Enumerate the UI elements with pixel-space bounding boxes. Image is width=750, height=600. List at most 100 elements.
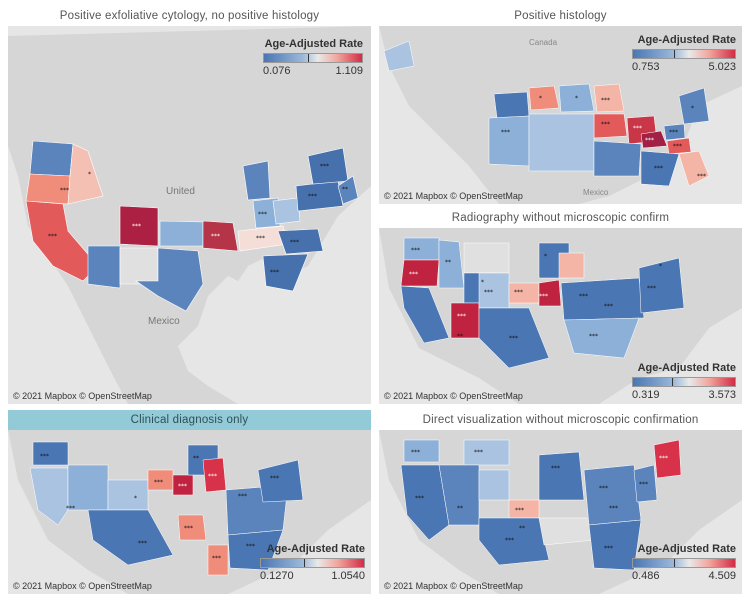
state-washington[interactable] [493,91,530,119]
state-northeast[interactable] [638,257,685,314]
state-kansas[interactable] [508,499,540,519]
state-virginia[interactable] [277,228,324,255]
attribution[interactable]: © 2021 Mapbox © OpenStreetMap [384,391,523,401]
state-mississippi[interactable] [207,544,229,576]
svg-text:***: *** [320,163,329,170]
state-colorado[interactable] [119,205,159,247]
state-north-dakota[interactable] [558,83,595,113]
state-southeast[interactable] [588,519,642,571]
svg-text:***: *** [138,540,147,547]
svg-text:***: *** [66,505,75,512]
legend: Age-Adjusted Rate 0.1270 1.0540 [260,543,365,582]
svg-text:***: *** [409,271,418,278]
state-northeast[interactable] [678,87,710,125]
state-texas[interactable] [478,517,550,566]
state-arizona[interactable] [450,302,480,339]
state-indiana[interactable] [252,197,281,229]
state-colorado[interactable] [478,469,510,501]
attribution[interactable]: © 2021 Mapbox © OpenStreetMap [384,581,523,591]
svg-text:***: *** [514,289,523,296]
panel-title: Positive exfoliative cytology, no positi… [59,10,320,22]
state-texas[interactable] [87,509,174,566]
state-kansas[interactable] [159,220,204,247]
state-new-england[interactable] [337,175,359,205]
label-canada: Canada [529,38,558,47]
state-northeast[interactable] [257,459,304,503]
svg-text:***: *** [659,455,668,462]
state-pennsylvania[interactable] [295,180,344,212]
legend-min: 0.753 [632,61,660,73]
attribution[interactable]: © 2021 Mapbox © OpenStreetMap [13,581,152,591]
attribution[interactable]: © 2021 Mapbox © OpenStreetMap [13,391,152,401]
state-new-mexico[interactable] [119,247,159,285]
state-midwest[interactable] [560,277,645,321]
state-west[interactable] [488,115,530,167]
choropleth-map[interactable]: *** * * *** *** *** *** *** *** *** * **… [379,26,742,204]
state-michigan[interactable] [242,160,271,201]
state-arkansas[interactable] [538,517,595,546]
legend-title: Age-Adjusted Rate [637,362,736,374]
svg-text:***: *** [40,453,49,460]
state-oregon[interactable] [400,259,440,287]
svg-text:***: *** [654,165,663,172]
state-wisconsin[interactable] [558,252,585,279]
state-pennsylvania[interactable] [633,464,658,503]
choropleth-map[interactable]: *** *** *** ** *** *** ** *** *** *** **… [379,430,742,594]
state-upper-midwest[interactable] [538,451,585,501]
state-kentucky[interactable] [640,130,668,149]
svg-text:***: *** [178,483,187,490]
choropleth-map[interactable]: *** *** ** * *** ** *** *** *** * *** **… [379,228,742,404]
state-southeast[interactable] [640,150,680,187]
legend-gradient [632,377,736,387]
attribution[interactable]: © 2021 Mapbox © OpenStreetMap [384,191,523,201]
state-california[interactable] [400,285,450,344]
state-california-nevada[interactable] [400,464,450,541]
state-washington[interactable] [403,237,440,261]
svg-text:***: *** [474,449,483,456]
svg-text:***: *** [132,223,141,230]
state-southeast[interactable] [563,317,640,359]
state-minnesota[interactable] [593,83,625,113]
state-texas[interactable] [478,307,550,369]
state-montana[interactable] [463,439,510,466]
state-texas[interactable] [135,247,204,312]
state-east-midwest[interactable] [583,464,642,526]
state-iowa[interactable] [172,474,194,496]
svg-text:*: * [691,105,694,112]
legend-tick [671,378,673,386]
state-alaska[interactable] [383,40,415,72]
map-svg: *** *** ** * *** ** *** *** *** * *** **… [379,228,742,404]
svg-text:***: *** [308,193,317,200]
panel-direct-visualization: Direct visualization without microscopic… [379,410,742,594]
panel-title: Direct visualization without microscopic… [422,414,699,426]
state-iowa[interactable] [593,113,628,139]
state-colorado[interactable] [107,479,149,511]
state-montana[interactable] [463,242,510,274]
state-arizona[interactable] [87,245,121,289]
legend-gradient [632,49,736,59]
legend-gradient [632,558,736,568]
state-central[interactable] [528,113,595,172]
state-washington[interactable] [32,441,69,466]
state-ohio[interactable] [272,197,301,225]
state-carolinas[interactable] [262,253,309,292]
state-missouri[interactable] [538,279,562,307]
svg-text:***: *** [604,303,613,310]
state-washington[interactable] [403,439,440,463]
state-california[interactable] [29,467,69,526]
state-idaho[interactable] [67,143,104,205]
state-florida[interactable] [678,150,710,187]
choropleth-map[interactable]: *** * *** *** *** *** *** *** *** *** **… [8,26,371,404]
state-montana[interactable] [528,85,560,111]
panel-title[interactable]: Clinical diagnosis only [8,410,371,430]
state-washington[interactable] [29,140,74,177]
state-nevada-utah[interactable] [67,464,109,511]
state-arkansas[interactable] [177,514,207,541]
svg-text:***: *** [246,543,255,550]
state-ohio[interactable] [663,123,686,141]
state-missouri[interactable] [202,220,239,252]
state-south[interactable] [593,140,642,177]
legend: Age-Adjusted Rate 0.076 1.109 [263,38,363,77]
state-new-england[interactable] [653,439,682,479]
choropleth-map[interactable]: *** *** * *** *** ** *** *** *** *** ***… [8,430,371,594]
